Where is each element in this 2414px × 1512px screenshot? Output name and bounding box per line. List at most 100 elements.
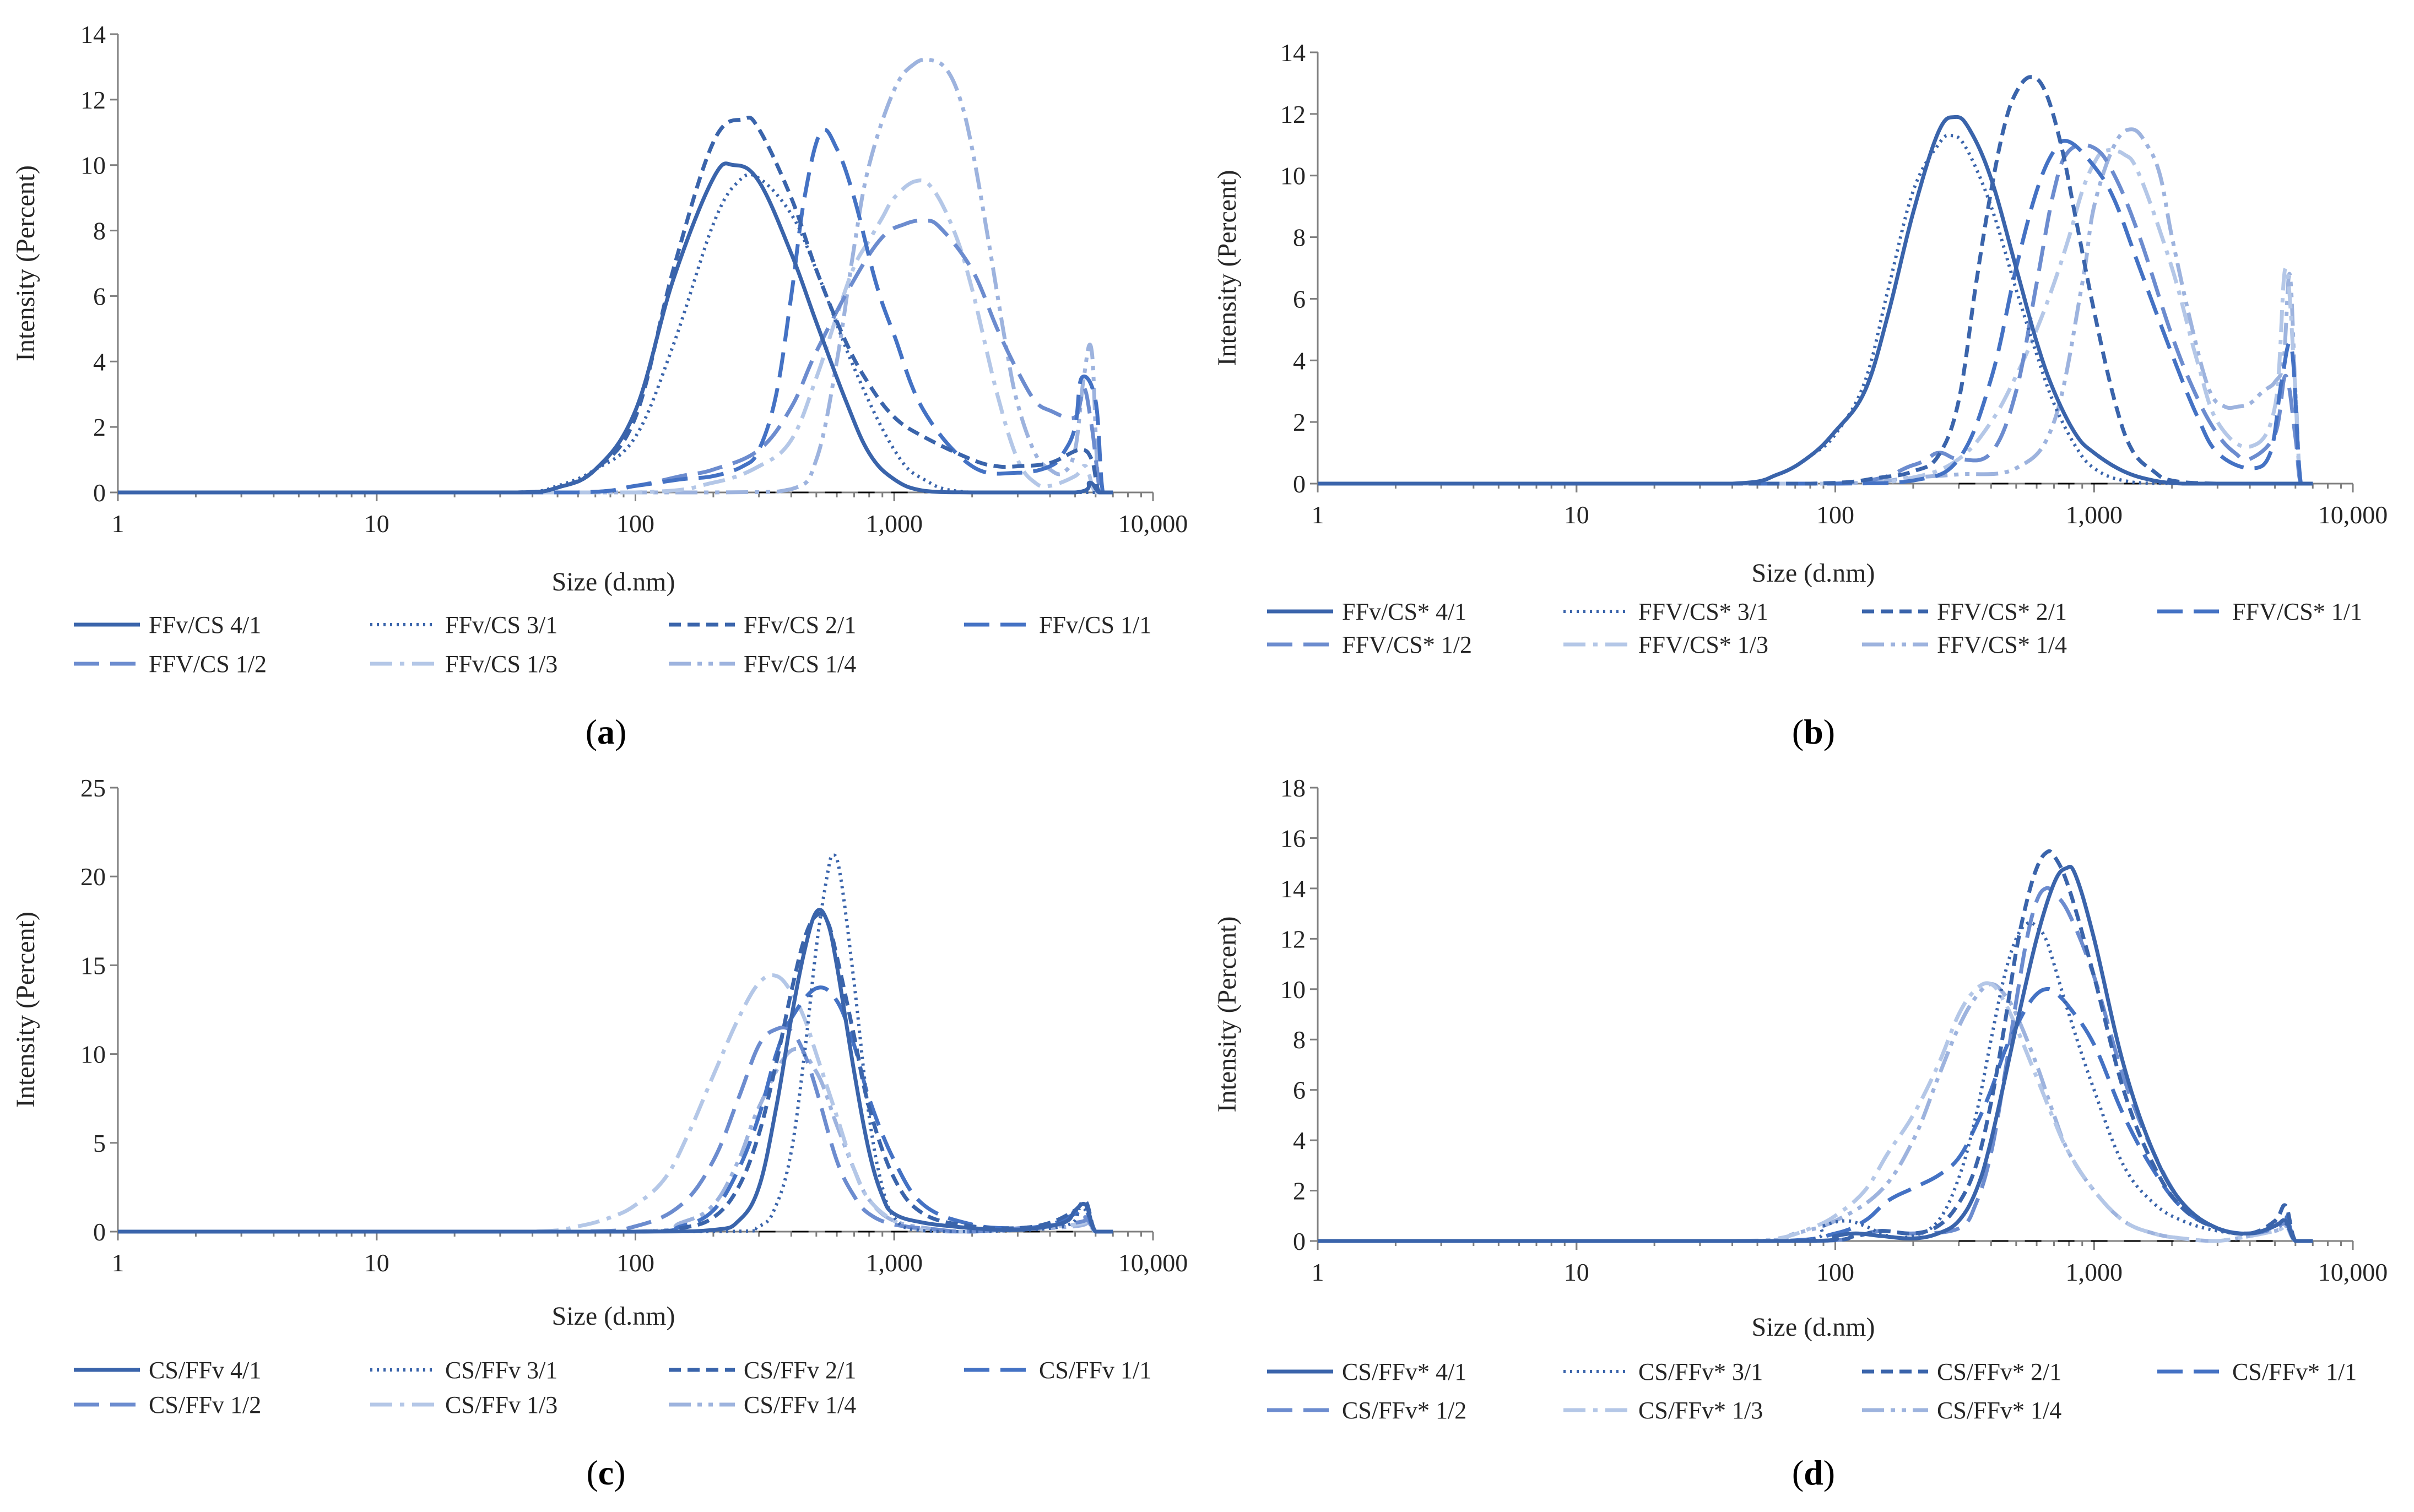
series-line-7 xyxy=(1318,127,2313,486)
series-line-6 xyxy=(118,178,1113,495)
legend-label: CS/FFv 4/1 xyxy=(149,1357,261,1384)
x-axis-title: Size (d.nm) xyxy=(1752,1313,1875,1342)
y-tick-label: 4 xyxy=(93,348,106,376)
chart-panel-d: 0 2 4 6 8 10 12 14 16 18 1 10 100 1,000 10,000 Size (d.… xyxy=(1213,774,2388,1492)
x-tick-label: 100 xyxy=(1816,1258,1854,1286)
legend-label: FFV/CS* 2/1 xyxy=(1937,598,2067,625)
legend-label: CS/FFv* 1/4 xyxy=(1937,1397,2061,1424)
series-line-6 xyxy=(1318,981,2313,1243)
y-tick-label: 25 xyxy=(80,774,106,802)
x-tick-label: 1,000 xyxy=(866,1249,923,1277)
legend-label: FFv/CS* 4/1 xyxy=(1342,598,1466,625)
x-tick-label: 100 xyxy=(1816,501,1854,529)
x-tick-label: 100 xyxy=(616,1249,654,1277)
x-tick-label: 10,000 xyxy=(2318,1258,2388,1286)
panel-caption-close: ) xyxy=(1823,712,1835,751)
legend-label: FFV/CS* 1/3 xyxy=(1638,631,1768,658)
series-line-1 xyxy=(1318,115,2313,486)
panel-caption-open: ( xyxy=(1792,1453,1804,1492)
y-axis-title: Intensity (Percent) xyxy=(11,165,40,361)
series-line-4 xyxy=(117,985,1113,1234)
legend-label: CS/FFv* 4/1 xyxy=(1342,1358,1466,1385)
x-tick-label: 1,000 xyxy=(866,510,923,538)
x-tick-label: 1 xyxy=(1312,501,1324,529)
legend-label: FFv/CS 4/1 xyxy=(149,611,261,638)
legend-label: FFV/CS 1/2 xyxy=(149,651,267,678)
x-tick-label: 10 xyxy=(1564,501,1589,529)
y-tick-label: 12 xyxy=(80,86,106,114)
series-line-6 xyxy=(117,973,1113,1234)
y-tick-label: 10 xyxy=(80,1040,106,1069)
chart-panel-a: 0 2 4 6 8 10 12 14 1 10 100 1,000 10,000 Size (d.nm) I… xyxy=(11,20,1188,751)
y-tick-label: 8 xyxy=(1293,224,1306,252)
chart-panel-b: 0 2 4 6 8 10 12 14 1 10 100 1,000 10,000 Size (d.nm) I… xyxy=(1213,39,2388,751)
y-tick-label: 0 xyxy=(93,1218,106,1246)
legend-label: CS/FFv* 1/2 xyxy=(1342,1397,1466,1424)
y-tick-label: 10 xyxy=(80,151,106,180)
series-line-7 xyxy=(118,57,1113,495)
y-axis-title: Intensity (Percent) xyxy=(11,912,40,1108)
y-tick-label: 20 xyxy=(80,863,106,891)
legend-label: FFV/CS* 1/1 xyxy=(2232,598,2362,625)
y-tick-label: 6 xyxy=(93,282,106,310)
y-tick-label: 0 xyxy=(93,479,106,507)
panel-caption-open: ( xyxy=(1792,712,1804,751)
x-tick-label: 1 xyxy=(112,510,125,538)
y-tick-label: 6 xyxy=(1293,285,1306,313)
y-tick-label: 14 xyxy=(1280,875,1306,903)
y-tick-label: 5 xyxy=(93,1129,106,1157)
legend-label: FFv/CS 2/1 xyxy=(744,611,856,638)
series-line-7 xyxy=(117,1047,1113,1234)
legend-label: CS/FFv* 2/1 xyxy=(1937,1358,2061,1385)
series-line-4 xyxy=(1318,987,2313,1243)
series-line-5 xyxy=(1318,143,2313,486)
legend-label: CS/FFv 1/1 xyxy=(1039,1357,1151,1384)
y-axis-title: Intensity (Percent) xyxy=(1213,170,1242,366)
legend-label: FFV/CS* 1/4 xyxy=(1937,631,2067,658)
x-tick-label: 100 xyxy=(616,510,654,538)
y-axis-title: Intensity (Percent) xyxy=(1213,917,1242,1113)
legend-label: FFV/CS* 3/1 xyxy=(1638,598,1768,625)
x-tick-label: 1,000 xyxy=(2066,1258,2123,1286)
panel-caption: (b) xyxy=(1792,712,1835,751)
y-tick-label: 4 xyxy=(1293,1126,1306,1155)
panel-caption-letter: d xyxy=(1804,1453,1823,1492)
x-tick-label: 10,000 xyxy=(1118,510,1188,538)
panel-caption-letter: a xyxy=(597,712,615,751)
legend-label: CS/FFv* 1/1 xyxy=(2232,1358,2357,1385)
series-line-2 xyxy=(1318,921,2313,1243)
y-tick-label: 15 xyxy=(80,951,106,979)
y-tick-label: 14 xyxy=(1280,39,1306,67)
chart-panel-c: 0 5 10 15 20 25 1 10 100 1,000 10,000 Size (d.nm) In… xyxy=(11,774,1188,1492)
legend-label: CS/FFv 1/2 xyxy=(149,1391,261,1418)
legend-label: FFv/CS 1/3 xyxy=(445,651,558,678)
series-line-3 xyxy=(1318,849,2313,1243)
x-tick-label: 1 xyxy=(112,1249,125,1277)
x-tick-label: 10 xyxy=(364,510,389,538)
series-line-3 xyxy=(1318,75,2313,486)
panel-caption-open: ( xyxy=(586,712,597,751)
series-line-5 xyxy=(118,218,1113,495)
panel-caption: (d) xyxy=(1792,1453,1835,1492)
legend-label: FFv/CS 3/1 xyxy=(445,611,558,638)
series-line-3 xyxy=(117,912,1113,1234)
y-tick-label: 2 xyxy=(93,413,106,441)
series-line-5 xyxy=(117,1025,1113,1234)
y-tick-label: 0 xyxy=(1293,470,1306,498)
y-tick-label: 6 xyxy=(1293,1076,1306,1104)
legend-label: CS/FFv* 3/1 xyxy=(1638,1358,1763,1385)
legend-label: CS/FFv 1/4 xyxy=(744,1391,856,1418)
y-tick-label: 0 xyxy=(1293,1227,1306,1255)
panel-caption-letter: c xyxy=(598,1453,614,1492)
y-tick-label: 12 xyxy=(1280,925,1306,953)
x-tick-label: 1 xyxy=(1312,1258,1324,1286)
panel-caption: (a) xyxy=(586,712,627,751)
panel-caption-open: ( xyxy=(586,1453,598,1492)
x-tick-label: 1,000 xyxy=(2066,501,2123,529)
series-line-4 xyxy=(1318,138,2313,486)
series-line-2 xyxy=(117,853,1113,1234)
y-tick-label: 8 xyxy=(1293,1026,1306,1054)
y-tick-label: 14 xyxy=(80,20,106,48)
panel-caption: (c) xyxy=(586,1453,625,1492)
